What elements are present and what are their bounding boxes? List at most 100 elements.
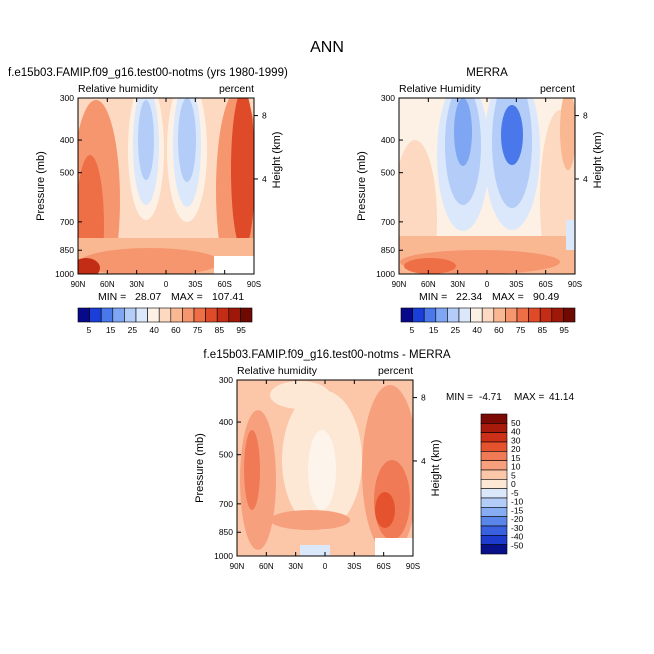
colorbar-label: -30 [511, 523, 524, 533]
diff-north-core [244, 430, 260, 510]
colorbar-swatch [505, 307, 518, 323]
right-string: percent [540, 83, 575, 95]
surface-dry [566, 220, 575, 250]
diff-near-surface [270, 510, 350, 530]
x-tick-label: 90N [392, 280, 407, 289]
y-tick-label: 700 [219, 499, 233, 509]
y2-tick-label: 8 [262, 111, 267, 121]
missing-data [214, 256, 254, 274]
left-string: Relative Humidity [399, 83, 481, 95]
colorbar-swatch [89, 307, 102, 323]
colorbar-swatch [435, 307, 448, 323]
y2-axis-label: Height (km) [271, 132, 283, 189]
colorbar-swatch [480, 451, 508, 461]
colorbar-swatch [480, 516, 508, 527]
colorbar-label: 95 [559, 325, 569, 335]
y2-tick-label: 4 [262, 174, 267, 184]
colorbar-swatch [147, 307, 160, 323]
boundary-layer-core [80, 248, 220, 274]
dry-zone-south-core [501, 105, 523, 165]
y-tick-label: 500 [381, 168, 395, 178]
band-moist-south-core [560, 98, 575, 170]
colorbar-label: 0 [511, 479, 516, 489]
x-tick-label: 30N [450, 280, 465, 289]
y2-tick-label: 4 [421, 456, 426, 466]
band-moist-north [399, 140, 437, 274]
colorbar-swatch [100, 307, 114, 323]
diff-surface-neg [300, 545, 330, 556]
x-tick-label: 90S [568, 280, 582, 289]
x-tick-label: 30N [129, 280, 144, 289]
x-tick-label: 0 [323, 562, 328, 571]
colorbar-swatch [480, 441, 508, 452]
max-label: MAX = [514, 392, 544, 403]
x-tick-label: 90S [406, 562, 420, 571]
colorbar-label: -40 [511, 532, 524, 542]
x-tick-label: 30S [509, 280, 523, 289]
colorbar-swatch [458, 307, 471, 323]
x-tick-label: 60S [218, 280, 232, 289]
colorbar-swatch [158, 307, 172, 323]
diff-tropics-core [308, 430, 336, 510]
colorbar-swatch [563, 307, 576, 323]
figure-title: ANN [310, 39, 344, 56]
x-tick-label: 90S [247, 280, 261, 289]
colorbar-swatch [112, 307, 125, 323]
y-axis-label: Pressure (mb) [194, 433, 206, 503]
colorbar-label: 75 [193, 325, 203, 335]
y-tick-label: 1000 [376, 269, 395, 279]
x-tick-label: 30N [288, 562, 303, 571]
colorbar-label: 60 [171, 325, 181, 335]
colorbar-label: 60 [494, 325, 504, 335]
colorbar-label: -5 [511, 488, 519, 498]
min-value: 28.07 [135, 291, 161, 303]
colorbar-label: 15 [106, 325, 116, 335]
y-tick-label: 700 [381, 217, 395, 227]
panel-model: f.e15b03.FAMIP.f09_g16.test00-notms (yrs… [8, 67, 288, 335]
x-tick-label: 30S [347, 562, 361, 571]
dry-zone-north-core [138, 100, 154, 180]
colorbar-swatch [480, 488, 508, 499]
colorbar-label: 10 [511, 462, 521, 472]
colorbar-label: 5 [511, 470, 516, 480]
colorbar-swatch [193, 307, 206, 323]
colorbar-swatch [240, 307, 253, 323]
colorbar-swatch [135, 307, 148, 323]
colorbar-swatch [480, 497, 508, 508]
max-value: 90.49 [533, 291, 559, 303]
colorbar-label: 85 [215, 325, 225, 335]
colorbar-swatch [480, 460, 508, 471]
colorbar-label: 5 [87, 325, 92, 335]
y-axis-label: Pressure (mb) [35, 151, 47, 221]
panel-difference: f.e15b03.FAMIP.f09_g16.test00-notms - ME… [194, 349, 574, 571]
y2-tick-label: 8 [583, 111, 588, 121]
y2-tick-label: 4 [583, 174, 588, 184]
y-tick-label: 500 [219, 450, 233, 460]
colorbar-label: -20 [511, 514, 524, 524]
missing-data [375, 538, 413, 556]
y-tick-label: 400 [60, 135, 74, 145]
colorbar-label: 40 [511, 427, 521, 437]
min-value: 22.34 [456, 291, 482, 303]
colorbar-swatch [205, 307, 218, 323]
colorbar-swatch [480, 413, 508, 424]
colorbar-label: -10 [511, 497, 524, 507]
colorbar-swatch [124, 307, 137, 323]
right-string: percent [219, 83, 254, 95]
colorbar-swatch [216, 307, 230, 323]
x-tick-label: 60N [421, 280, 436, 289]
y2-axis-label: Height (km) [592, 132, 604, 189]
panel-title: f.e15b03.FAMIP.f09_g16.test00-notms (yrs… [8, 67, 288, 79]
colorbar-swatch [493, 307, 506, 323]
contour-field [78, 98, 254, 274]
panel-merra: MERRA Relative Humidity percent 90N 60N 30… [356, 67, 604, 335]
panel-title: f.e15b03.FAMIP.f09_g16.test00-notms - ME… [203, 349, 450, 361]
colorbar-swatch [77, 307, 90, 323]
colorbar-label: -15 [511, 505, 524, 515]
colorbar-swatch [480, 469, 508, 480]
colorbar: 5 15 25 40 60 75 85 95 [400, 307, 576, 335]
band-moist-south-core [231, 98, 254, 250]
y-tick-label: 300 [381, 93, 395, 103]
panel-title: MERRA [466, 67, 508, 79]
